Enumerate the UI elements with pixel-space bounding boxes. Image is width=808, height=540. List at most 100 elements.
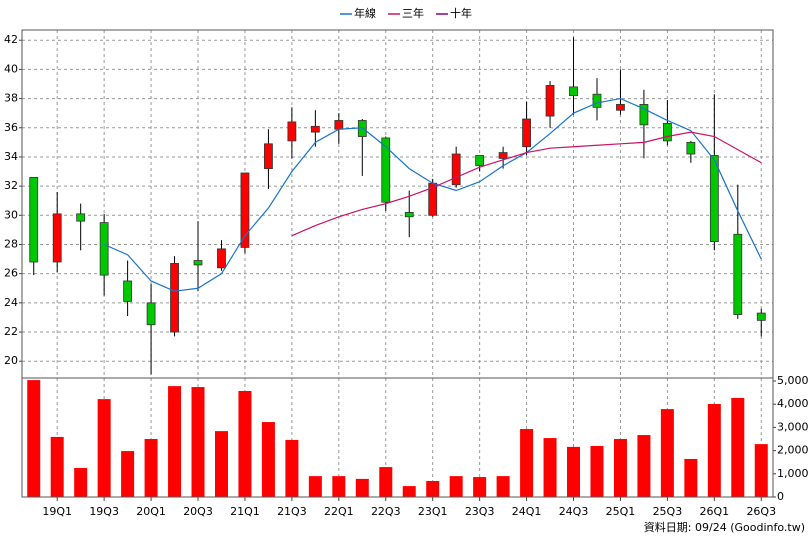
x-tick-label: 26Q1 — [700, 505, 730, 518]
candle-body — [709, 155, 719, 242]
candle-body — [592, 93, 602, 108]
legend-label: 三年 — [402, 6, 424, 20]
y-tick-label: 24 — [4, 296, 18, 309]
y-tick-label: 38 — [4, 92, 18, 105]
volume-bar — [590, 445, 604, 497]
candle-body — [217, 248, 226, 269]
candle-body — [569, 86, 578, 97]
y-tick-label: 2,000 — [777, 444, 808, 457]
volume-bar — [426, 480, 440, 497]
x-tick-label: 23Q1 — [418, 505, 448, 518]
candle-body — [662, 122, 672, 142]
volume-bar — [660, 409, 674, 497]
x-tick-label: 19Q3 — [89, 505, 119, 518]
footer: 資料日期: 09/24 (Goodinfo.tw) — [644, 520, 805, 534]
candle-body — [475, 155, 485, 167]
x-tick-label: 20Q1 — [136, 505, 166, 518]
volume-bar — [50, 436, 64, 497]
volume-bar — [754, 444, 768, 497]
volume-bar — [731, 397, 745, 497]
candle-body — [404, 211, 414, 218]
volume-bar — [707, 403, 721, 497]
candle-body — [686, 141, 696, 155]
y-tick-label: 40 — [4, 62, 18, 75]
volume-bar — [684, 458, 698, 497]
candle-body — [29, 176, 39, 263]
y-tick-label: 30 — [4, 208, 18, 221]
y-tick-label: 1,000 — [777, 467, 808, 480]
volume-bar — [613, 439, 627, 497]
candle-body — [99, 222, 109, 276]
candle-body — [264, 143, 273, 170]
volume-bar — [191, 387, 205, 497]
candle-body — [146, 302, 156, 326]
ma-line — [291, 131, 762, 237]
volume-bar — [97, 399, 111, 497]
volume-bar — [27, 380, 41, 497]
candle-body — [639, 104, 649, 126]
candle-body — [545, 85, 555, 117]
candle-body — [287, 121, 297, 142]
x-tick-label: 20Q3 — [183, 505, 213, 518]
volume-bar — [261, 422, 275, 497]
y-tick-label: 42 — [4, 33, 18, 46]
y-tick-label: 34 — [4, 150, 18, 163]
volume-bar — [379, 467, 393, 497]
volume-bar — [543, 438, 557, 497]
volume-bar — [496, 476, 510, 497]
volume-bar — [473, 477, 487, 497]
y-tick-label: 32 — [4, 179, 18, 192]
ma-line — [103, 97, 762, 292]
volume-bar — [402, 486, 416, 497]
y-tick-label: 5,000 — [777, 374, 808, 387]
candle-body — [733, 233, 743, 315]
candle-body — [310, 125, 320, 133]
candle-body — [76, 213, 86, 222]
candle-body — [123, 280, 133, 302]
volume-bar — [637, 435, 651, 497]
y-tick-label: 36 — [4, 121, 18, 134]
y-tick-label: 3,000 — [777, 420, 808, 433]
volume-bar — [285, 439, 299, 497]
candle-body — [522, 118, 531, 148]
x-tick-label: 26Q3 — [746, 505, 776, 518]
x-tick-label: 22Q1 — [324, 505, 354, 518]
x-tick-label: 24Q1 — [512, 505, 542, 518]
x-tick-label: 21Q3 — [277, 505, 307, 518]
legend-label: 十年 — [450, 6, 472, 20]
volume-bar — [74, 468, 88, 497]
x-tick-label: 19Q1 — [42, 505, 72, 518]
candle-body — [193, 260, 203, 266]
legend-label: 年線 — [354, 6, 376, 20]
volume-bar — [238, 390, 252, 497]
candle-body — [756, 312, 766, 321]
volume-bar — [355, 478, 369, 497]
candle-body — [498, 152, 508, 159]
x-tick-label: 23Q3 — [465, 505, 495, 518]
x-tick-label: 21Q1 — [230, 505, 260, 518]
candle-body — [170, 263, 179, 333]
x-tick-label: 25Q3 — [653, 505, 683, 518]
volume-bar — [214, 431, 228, 497]
volume-bar — [520, 429, 534, 497]
y-tick-label: 22 — [4, 325, 18, 338]
candle-body — [616, 104, 625, 111]
volume-bar — [168, 386, 182, 497]
volume-bar — [121, 451, 135, 497]
y-tick-label: 28 — [4, 237, 18, 250]
y-tick-label: 26 — [4, 267, 18, 280]
candle-body — [240, 172, 250, 248]
candle-body — [52, 213, 62, 263]
candle-body — [381, 137, 391, 203]
plot-frame — [21, 29, 774, 498]
volume-bar — [144, 439, 158, 497]
volume-bar — [449, 476, 463, 497]
x-tick-label: 25Q1 — [606, 505, 636, 518]
volume-bar — [567, 446, 581, 497]
candle-body — [451, 153, 461, 186]
y-tick-label: 20 — [4, 354, 18, 367]
y-tick-label: 0 — [777, 490, 784, 503]
volume-bar — [332, 476, 346, 497]
